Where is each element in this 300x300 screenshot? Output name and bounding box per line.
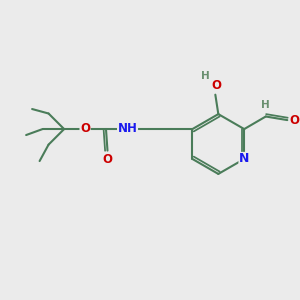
Text: H: H [201,71,210,81]
Text: O: O [290,114,300,127]
Text: O: O [211,79,221,92]
Text: O: O [80,122,90,135]
Text: N: N [239,152,249,166]
Text: H: H [261,100,270,110]
Text: O: O [103,153,112,166]
Text: NH: NH [118,122,137,135]
